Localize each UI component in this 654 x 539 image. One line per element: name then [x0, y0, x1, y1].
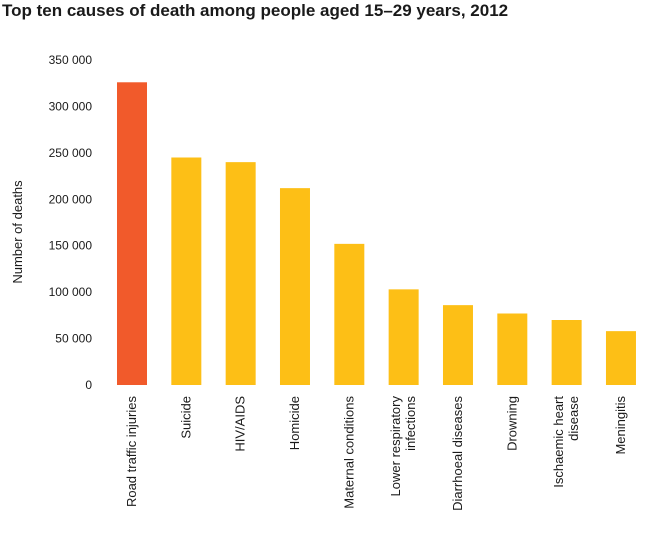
bar	[279, 188, 310, 385]
x-tick-label-line: HIV/AIDS	[233, 396, 248, 452]
x-tick-label: Maternal conditions	[341, 396, 356, 509]
y-axis: 0 50 000 100 000 150 000 200 000 250 000 300 0…	[49, 53, 93, 392]
y-tick-label: 350 000	[49, 53, 93, 67]
x-tick-label: Road traffic injuries	[124, 396, 139, 508]
bar	[388, 289, 419, 385]
y-tick-label: 50 000	[55, 332, 92, 346]
bar	[334, 243, 365, 385]
x-tick-label: Suicide	[178, 396, 193, 439]
x-tick-label-line: Meningitis	[613, 396, 628, 455]
bar	[442, 305, 473, 385]
chart-title: Top ten causes of death among people age…	[2, 1, 509, 20]
bar	[225, 162, 256, 385]
x-tick-label-line: disease	[566, 396, 581, 441]
bar	[605, 331, 636, 385]
bar	[171, 157, 202, 385]
bar	[551, 320, 582, 385]
x-tick-label-line: Ischaemic heart	[551, 396, 566, 488]
x-tick-label-line: Road traffic injuries	[124, 396, 139, 508]
x-tick-label-line: Lower respiratory	[388, 396, 403, 497]
bar	[117, 82, 147, 386]
x-tick-label-line: Homicide	[287, 396, 302, 450]
y-tick-label: 100 000	[49, 285, 93, 299]
x-tick-label-line: Maternal conditions	[341, 396, 356, 509]
y-tick-label: 300 000	[49, 99, 93, 113]
x-tick-label: Diarrhoeal diseases	[450, 396, 465, 511]
x-tick-label-line: Suicide	[178, 396, 193, 439]
bar	[497, 313, 528, 385]
x-tick-label: Lower respiratoryinfections	[388, 396, 418, 497]
y-tick-label: 0	[85, 378, 92, 392]
x-tick-label: Ischaemic heartdisease	[551, 396, 581, 488]
x-axis: Road traffic injuries Suicide HIV/AIDS Homi…	[124, 396, 628, 511]
y-tick-label: 200 000	[49, 192, 93, 206]
x-tick-label: Homicide	[287, 396, 302, 450]
x-tick-label-line: infections	[403, 396, 418, 451]
x-tick-label: Meningitis	[613, 396, 628, 455]
x-tick-label: HIV/AIDS	[233, 396, 248, 452]
x-tick-label-line: Diarrhoeal diseases	[450, 396, 465, 511]
y-axis-label: Number of deaths	[10, 180, 25, 284]
bars	[117, 82, 636, 386]
x-tick-label: Drowning	[504, 396, 519, 451]
y-tick-label: 150 000	[49, 239, 93, 253]
x-tick-label-line: Drowning	[504, 396, 519, 451]
y-tick-label: 250 000	[49, 146, 93, 160]
